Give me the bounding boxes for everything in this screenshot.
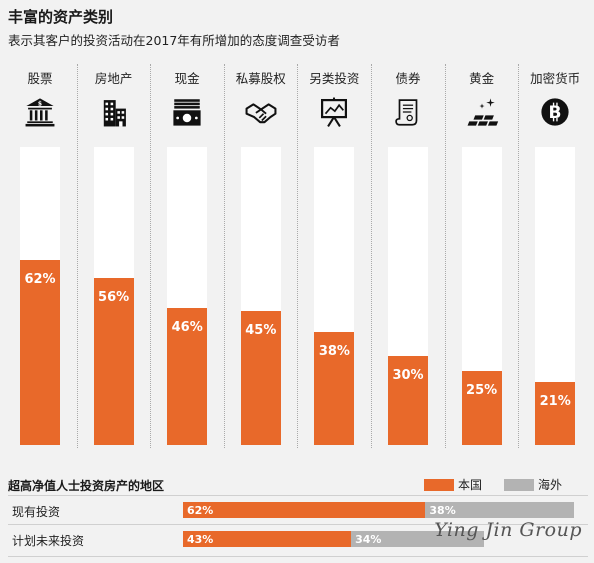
bar — [314, 331, 355, 445]
bar-value-label: 45% — [245, 322, 277, 338]
region-row-label: 现有投资 — [12, 505, 61, 519]
category-label: 另类投资 — [309, 71, 360, 86]
segment-value-label: 62% — [187, 504, 214, 517]
building-icon — [78, 92, 150, 132]
category-label: 现金 — [174, 71, 200, 86]
legend-swatch-overseas — [504, 479, 534, 491]
column-divider — [150, 64, 152, 448]
category-label: 房地产 — [94, 71, 133, 86]
bar — [388, 355, 428, 445]
column-divider — [223, 64, 225, 448]
column-divider — [518, 64, 520, 448]
legend-swatch-domestic — [424, 479, 454, 491]
chart-subtitle: 表示其客户的投资活动在2017年有所增加的态度调查受访者 — [8, 33, 340, 48]
legend-label-domestic: 本国 — [458, 478, 483, 492]
scroll-icon — [372, 92, 444, 132]
segment-value-label: 38% — [429, 504, 456, 517]
bitcoin-icon: B — [519, 92, 591, 132]
category-label: 加密货币 — [530, 71, 581, 86]
easel-icon — [298, 92, 370, 132]
column-divider — [76, 64, 78, 448]
bar-value-label: 21% — [539, 394, 571, 410]
overseas-segment — [351, 531, 485, 547]
column-divider — [297, 64, 299, 448]
bar — [461, 370, 502, 445]
segment-value-label: 43% — [187, 533, 214, 546]
bar-value-label: 25% — [466, 382, 498, 398]
bar-value-label: 38% — [318, 343, 350, 359]
domestic-segment — [183, 502, 426, 518]
vertical-bar-chart: 股票 $62% 房地产 56% 现金 46% 私募股权 45% 另类投资 38% 债券 30% 黄金 25… — [0, 58, 594, 450]
bar-value-label: 62% — [24, 272, 56, 288]
row-divider — [8, 495, 588, 496]
handshake-icon — [225, 92, 297, 132]
bar — [93, 278, 134, 445]
region-chart-title: 超高净值人士投资房产的地区 — [8, 479, 165, 493]
row-divider — [8, 556, 588, 557]
bank-icon: $ — [4, 92, 76, 132]
watermark: Ying Jin Group — [434, 519, 582, 541]
segment-value-label: 34% — [355, 533, 382, 546]
domestic-segment — [183, 531, 352, 547]
bar-value-label: 46% — [171, 319, 203, 335]
column-divider — [371, 64, 372, 448]
bar-value-label: 56% — [98, 290, 130, 306]
legend-label-overseas: 海外 — [538, 478, 563, 492]
bar — [240, 310, 281, 445]
chart-title: 丰富的资产类别 — [8, 8, 114, 26]
bar-value-label: 30% — [392, 367, 424, 383]
bar — [167, 307, 208, 445]
gold-bars-icon — [446, 92, 518, 132]
category-label: 私募股权 — [235, 71, 286, 86]
category-label: 债券 — [395, 71, 421, 86]
category-label: 股票 — [27, 71, 53, 86]
cash-icon — [151, 92, 223, 132]
category-label: 黄金 — [469, 71, 495, 86]
svg-text:$: $ — [38, 101, 42, 108]
column-divider — [444, 64, 446, 448]
bar — [535, 382, 576, 445]
overseas-segment — [425, 502, 574, 518]
row-divider — [8, 524, 588, 525]
svg-text:B: B — [549, 103, 562, 123]
bar — [20, 260, 60, 445]
region-row-label: 计划未来投资 — [12, 534, 85, 548]
